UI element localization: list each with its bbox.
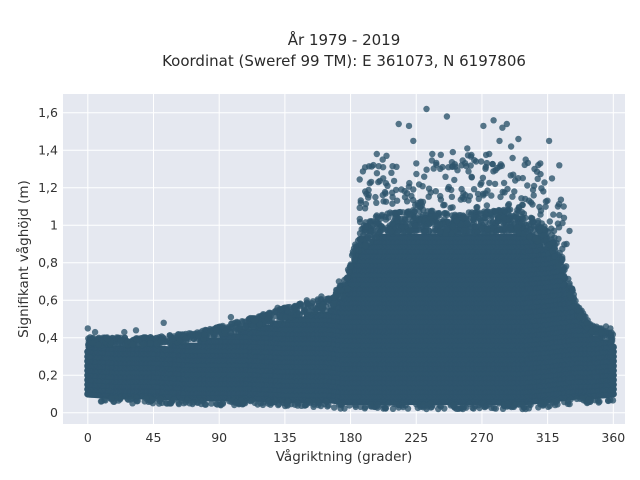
scatter-points: [84, 105, 617, 413]
chart-title-line-2: Koordinat (Sweref 99 TM): E 361073, N 61…: [162, 52, 526, 70]
chart-title-line-1: År 1979 - 2019: [288, 30, 401, 49]
